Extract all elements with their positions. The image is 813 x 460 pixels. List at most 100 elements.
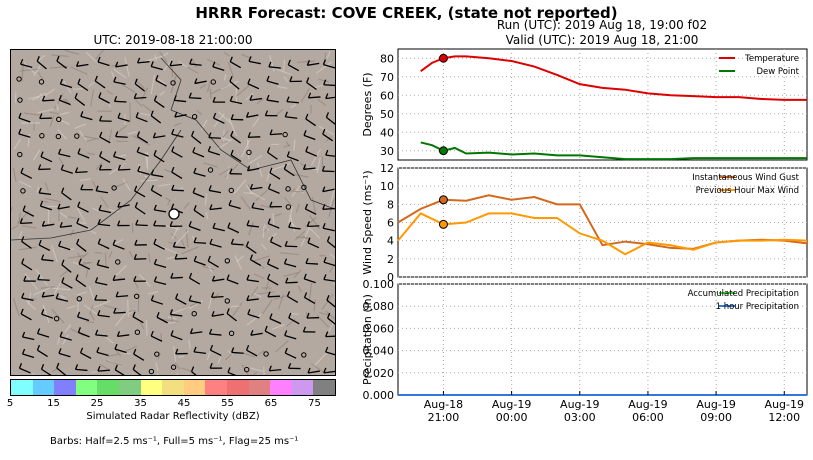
wind-barb-feather xyxy=(322,128,326,135)
wind-barb-feather xyxy=(283,258,288,264)
terrain-ridge xyxy=(263,224,270,232)
wind-barb xyxy=(60,83,73,89)
terrain-ridge xyxy=(95,50,104,60)
y-tick-label: 0.060 xyxy=(363,322,395,335)
wind-barb-feather xyxy=(325,112,330,118)
wind-barb xyxy=(269,368,282,372)
terrain-ridge xyxy=(227,62,235,78)
wind-barb xyxy=(231,243,244,246)
wind-barb-feather xyxy=(152,132,157,138)
wind-barb-feather xyxy=(266,94,270,101)
wind-barb-feather xyxy=(325,149,329,156)
wind-barb xyxy=(76,243,87,252)
wind-barb xyxy=(191,135,202,145)
terrain-ridge xyxy=(144,175,154,178)
terrain-ridge xyxy=(234,255,243,270)
wind-barb xyxy=(42,99,55,102)
wind-barb xyxy=(137,135,149,144)
calm-wind-marker xyxy=(191,311,197,317)
wind-barb-feather xyxy=(227,222,231,228)
wind-barb xyxy=(80,352,92,360)
wind-barb xyxy=(98,209,112,214)
wind-barb xyxy=(173,246,186,249)
terrain-ridge xyxy=(189,300,204,310)
terrain-ridge xyxy=(55,103,59,111)
terrain-ridge xyxy=(278,294,284,310)
calm-wind-marker xyxy=(17,151,23,158)
terrain-ridge xyxy=(300,88,311,103)
wind-barb xyxy=(175,298,187,305)
wind-barb-feather xyxy=(302,326,307,333)
terrain-ridge xyxy=(58,157,64,165)
terrain-ridge xyxy=(113,239,124,245)
wind-barb-feather xyxy=(269,129,273,135)
colorbar-label: Simulated Radar Reflectivity (dBZ) xyxy=(86,411,260,422)
wind-barb xyxy=(323,278,335,282)
wind-barb-feather xyxy=(172,241,177,248)
calm-wind-marker xyxy=(210,79,216,85)
terrain-ridge xyxy=(113,68,127,79)
wind-barb-feather xyxy=(77,201,81,207)
wind-barb-feather xyxy=(174,111,178,118)
terrain-ridge xyxy=(273,295,288,300)
wind-barb xyxy=(171,189,184,192)
wind-barb-feather xyxy=(58,348,62,354)
terrain-ridge xyxy=(154,54,158,61)
wind-barb xyxy=(98,96,110,104)
terrain-ridge xyxy=(317,98,327,106)
wind-barb-feather xyxy=(77,327,82,333)
wind-barb-feather xyxy=(304,203,308,210)
wind-barb xyxy=(269,318,282,325)
terrain-ridge xyxy=(37,72,44,80)
wind-barb xyxy=(114,100,127,103)
wind-barb xyxy=(303,134,316,141)
y-tick-label: 0.020 xyxy=(363,367,395,380)
terrain-ridge xyxy=(114,349,122,357)
wind-barb-feather xyxy=(136,146,140,153)
wind-barb xyxy=(114,369,125,375)
wind-barb-feather xyxy=(188,92,192,98)
wind-barb-feather xyxy=(134,239,138,246)
wind-barb-feather xyxy=(38,187,42,194)
wind-barb-feather xyxy=(74,364,79,370)
wind-barb-feather xyxy=(230,114,234,120)
wind-barb xyxy=(308,96,321,99)
terrain-ridge xyxy=(124,57,130,77)
terrain-ridge xyxy=(206,80,212,93)
wind-barb xyxy=(228,204,241,210)
terrain-ridge xyxy=(22,225,37,229)
y-axis-label: Precipitation (in) xyxy=(361,294,374,385)
colorbar-tick: 65 xyxy=(264,398,278,409)
terrain-ridge xyxy=(33,149,41,161)
wind-barb xyxy=(99,136,111,144)
wind-barb xyxy=(283,168,295,177)
chart-frame xyxy=(397,283,808,396)
wind-barb-feather xyxy=(174,253,178,260)
wind-barb-feather xyxy=(283,163,287,170)
calm-wind-marker xyxy=(170,80,176,86)
wind-barb-feather xyxy=(249,183,254,190)
colorbar-swatch xyxy=(97,380,119,395)
terrain-ridge xyxy=(83,304,98,315)
wind-barb xyxy=(227,227,240,234)
wind-barb xyxy=(77,83,89,92)
terrain-ridge xyxy=(49,115,55,127)
terrain-ridge xyxy=(233,179,247,194)
wind-barb xyxy=(97,369,110,372)
page-title: HRRR Forecast: COVE CREEK, (state not re… xyxy=(195,4,618,22)
colorbar-swatch xyxy=(226,380,249,395)
terrain-ridge xyxy=(310,362,325,374)
wind-barb xyxy=(284,262,297,268)
wind-barb-feather xyxy=(286,291,291,297)
wind-barb-feather xyxy=(150,169,155,175)
terrain-ridge xyxy=(77,252,89,262)
wind-barb-feather xyxy=(36,344,41,351)
wind-barb xyxy=(151,65,163,71)
wind-barb xyxy=(248,60,261,65)
wind-barb-feather xyxy=(97,219,101,225)
wind-barb xyxy=(189,97,202,100)
terrain-ridge xyxy=(102,334,114,344)
wind-barb-feather xyxy=(303,273,307,280)
wind-barb-feather xyxy=(99,151,103,157)
